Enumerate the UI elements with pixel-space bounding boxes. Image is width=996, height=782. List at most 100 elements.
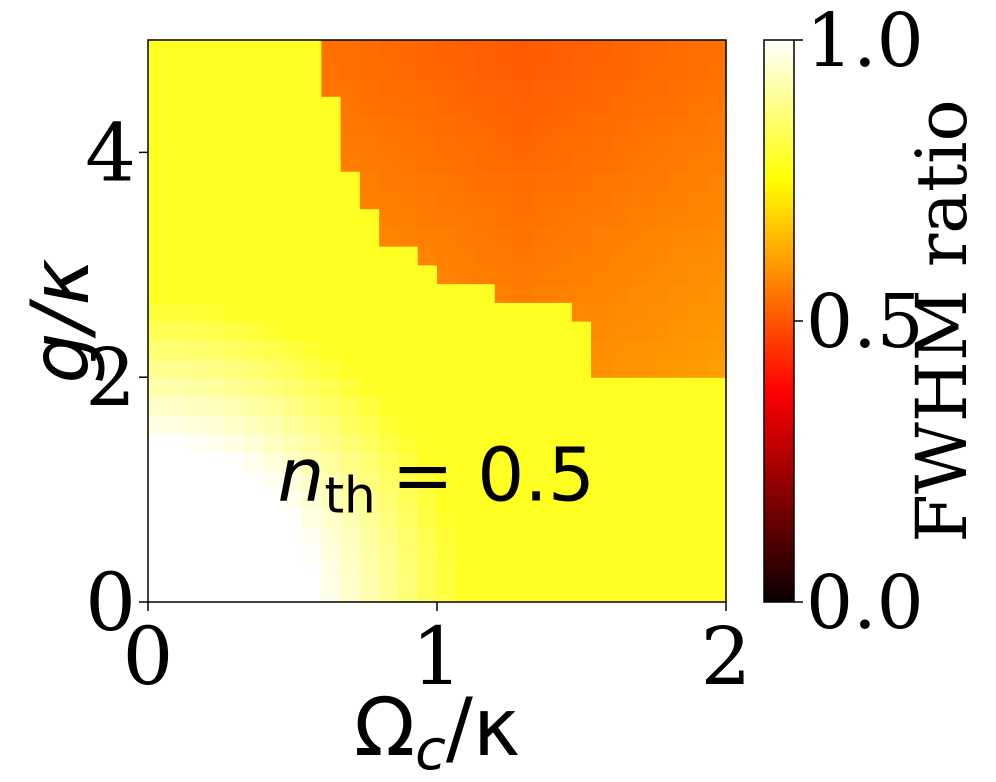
heatmap-cell [167, 77, 188, 97]
heatmap-cell [494, 227, 515, 247]
heatmap-cell [437, 564, 457, 584]
heatmap-cell [205, 246, 226, 266]
heatmap-cell [398, 564, 419, 584]
heatmap-cell [552, 339, 573, 360]
x-axis-label: Ωc/κ [354, 681, 520, 782]
heatmap-cell [340, 227, 361, 247]
heatmap-cell [610, 489, 631, 509]
heatmap-cell [514, 264, 534, 285]
heatmap-cell [591, 414, 611, 434]
heatmap-cell [359, 171, 380, 191]
heatmap-cell [648, 208, 669, 228]
heatmap-cell [494, 470, 515, 491]
heatmap-cell [668, 508, 689, 528]
heatmap-cell [244, 339, 265, 360]
heatmap-cell [591, 133, 611, 153]
heatmap-cell [148, 377, 168, 397]
heatmap-cell [359, 564, 380, 584]
heatmap-cell [148, 283, 168, 303]
heatmap-cell [668, 377, 689, 397]
heatmap-cell [148, 96, 168, 116]
heatmap-cell [514, 283, 534, 303]
heatmap-cell [186, 545, 207, 566]
heatmap-cell [398, 321, 419, 341]
heatmap-cell [610, 96, 631, 116]
heatmap-cell [494, 414, 515, 434]
heatmap-cell [398, 302, 419, 322]
heatmap-cell [629, 508, 650, 528]
heatmap-cell [494, 58, 515, 79]
heatmap-cell [591, 227, 611, 247]
heatmap-cell [706, 508, 727, 528]
heatmap-cell [225, 377, 245, 397]
heatmap-cell [552, 321, 573, 341]
heatmap-cell [398, 227, 419, 247]
heatmap-cell [340, 433, 361, 453]
heatmap-cell [687, 189, 708, 210]
heatmap-cell [591, 171, 611, 191]
heatmap-cell [494, 564, 515, 584]
heatmap-cell [687, 564, 708, 584]
heatmap-cell [282, 302, 303, 322]
heatmap-cell [205, 189, 226, 210]
heatmap-cell [398, 395, 419, 416]
heatmap-cell [533, 339, 554, 360]
heatmap-cell [668, 283, 689, 303]
heatmap-cell [687, 395, 708, 416]
heatmap-cell [687, 358, 708, 378]
heatmap-cell [629, 208, 650, 228]
heatmap-cell [668, 527, 689, 547]
heatmap-cell [648, 414, 669, 434]
heatmap-cell [437, 321, 457, 341]
heatmap-cell [456, 77, 477, 97]
heatmap-cell [282, 527, 303, 547]
heatmap-cell [629, 227, 650, 247]
heatmap-cell [167, 433, 188, 453]
heatmap-cell [494, 527, 515, 547]
heatmap-cell [225, 395, 245, 416]
heatmap-cell [514, 114, 534, 135]
heatmap-cell [687, 171, 708, 191]
heatmap-cell [533, 321, 554, 341]
heatmap-cell [379, 264, 400, 285]
heatmap-cell [205, 114, 226, 135]
heatmap-cell [533, 96, 554, 116]
heatmap-cell [494, 433, 515, 453]
heatmap-cell [552, 564, 573, 584]
heatmap-cell [571, 583, 592, 603]
heatmap-cell [552, 96, 573, 116]
heatmap-cell [533, 545, 554, 566]
heatmap-cell [706, 358, 727, 378]
heatmap-cell [591, 321, 611, 341]
heatmap-cell [205, 414, 226, 434]
heatmap-cell [244, 96, 265, 116]
heatmap-cell [186, 264, 207, 285]
heatmap-cell [475, 414, 496, 434]
heatmap-cell [571, 452, 592, 472]
heatmap-cell [648, 133, 669, 153]
heatmap-cell [263, 40, 284, 60]
heatmap-cell [456, 227, 477, 247]
heatmap-cell [456, 321, 477, 341]
heatmap-cell [359, 114, 380, 135]
x-tick-label: 2 [701, 610, 752, 703]
heatmap-cell [225, 545, 245, 566]
heatmap-cell [475, 96, 496, 116]
heatmap-cell [148, 545, 168, 566]
heatmap-cell [282, 227, 303, 247]
heatmap-cell [302, 227, 322, 247]
heatmap-cell [610, 452, 631, 472]
heatmap-cell [321, 395, 342, 416]
heatmap-cell [282, 133, 303, 153]
heatmap-cell [571, 283, 592, 303]
heatmap-cell [225, 414, 245, 434]
heatmap-cell [591, 189, 611, 210]
heatmap-cell [514, 527, 534, 547]
heatmap-cell [379, 77, 400, 97]
heatmap-cell [321, 321, 342, 341]
heatmap-cell [225, 489, 245, 509]
heatmap-cell [205, 302, 226, 322]
heatmap-cell [648, 358, 669, 378]
heatmap-cell [340, 583, 361, 603]
heatmap-cell [148, 227, 168, 247]
